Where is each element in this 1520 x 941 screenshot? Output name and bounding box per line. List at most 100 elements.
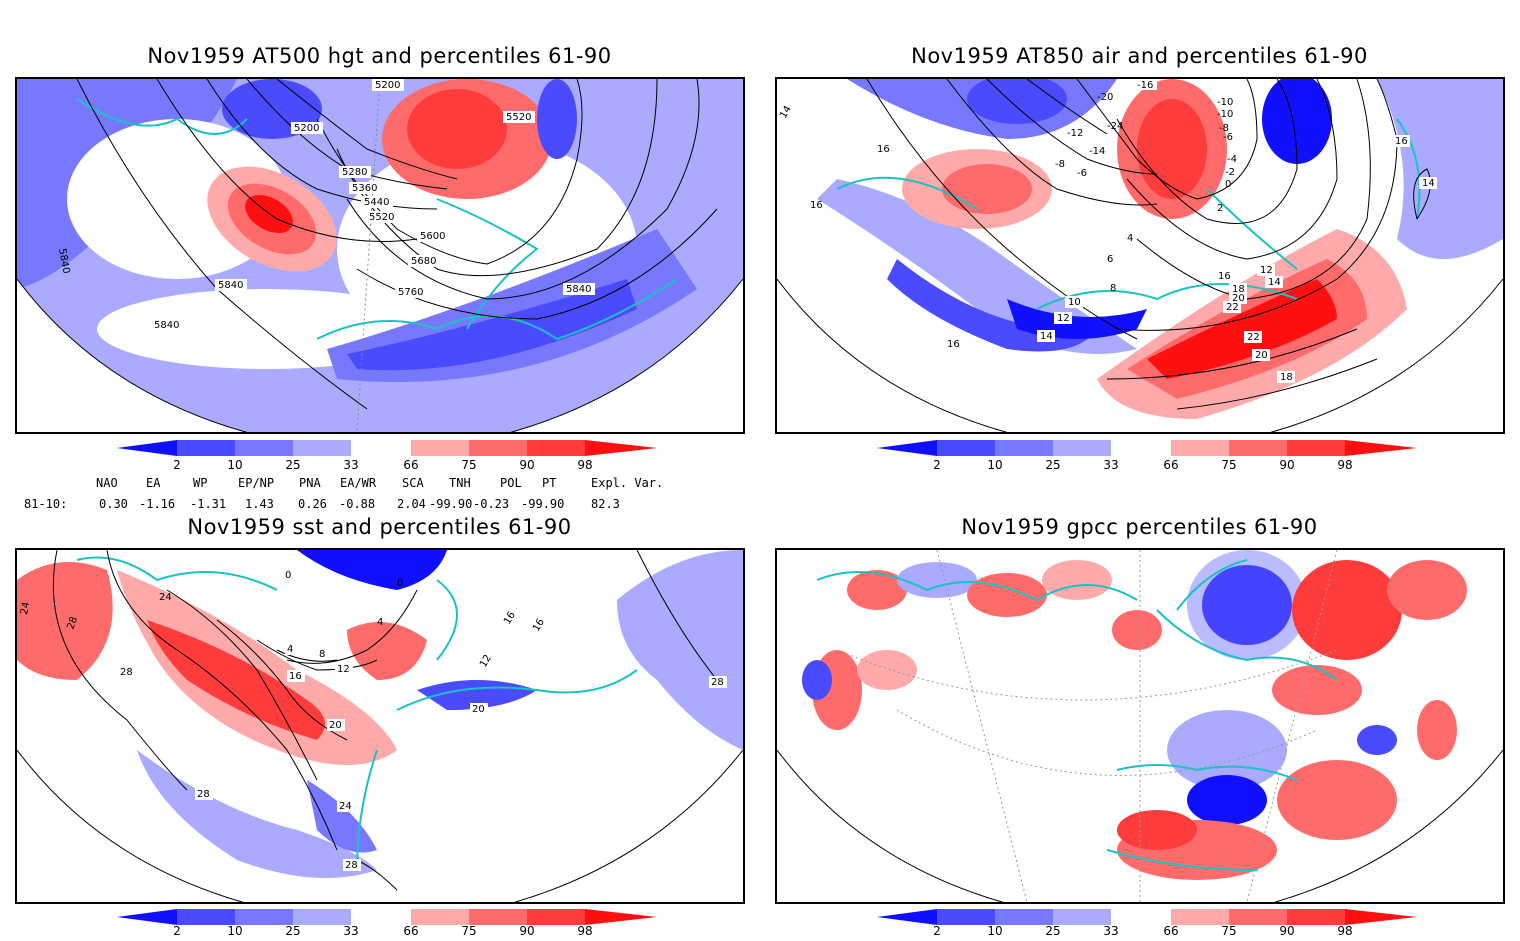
colorbar-tick: 98 xyxy=(577,458,593,472)
contour-label: 28 xyxy=(120,667,133,678)
colorbar-tick: 90 xyxy=(1279,458,1295,472)
below-normal-area xyxy=(817,179,1137,354)
contour-label: 5520 xyxy=(369,212,394,223)
contour-label: 28 xyxy=(345,860,358,871)
tele-value: -1.31 xyxy=(190,497,227,511)
tele-value: -0.88 xyxy=(339,497,376,511)
colorbar-tick: 25 xyxy=(285,924,301,938)
colorbar-tick: 66 xyxy=(1163,458,1179,472)
colorbar-tick: 25 xyxy=(1045,458,1061,472)
contour-labels: 5200 5200 5520 5280 5360 5440 5520 5600 … xyxy=(56,79,595,331)
contour-label: 8 xyxy=(1110,283,1116,294)
contour-label: -12 xyxy=(1067,128,1083,139)
contour-label: 20 xyxy=(1255,350,1268,361)
tele-header: TNH xyxy=(449,476,471,490)
map-gpcc xyxy=(775,548,1505,904)
colorbar-hgt: 2 10 25 33 66 75 90 98 xyxy=(117,440,657,472)
contour-labels: -16 -20 -24 -12 -10 -14 -8 -6 -10 -8 -6 … xyxy=(778,79,1437,383)
hemisphere-edge xyxy=(17,749,743,902)
colorbar-tick: 75 xyxy=(1221,924,1237,938)
colorbar-tick: 66 xyxy=(1163,924,1179,938)
colorbar-sst: 2 10 25 33 66 75 90 98 xyxy=(117,909,657,941)
contour-label: 24 xyxy=(339,801,352,812)
contour-label: 14 xyxy=(1040,331,1053,342)
contour-label: 0 xyxy=(1225,179,1231,190)
above-normal-area xyxy=(942,164,1032,214)
contour-label: 5760 xyxy=(398,287,423,298)
tele-header: PT xyxy=(542,476,557,490)
contour-label: -24 xyxy=(1107,121,1123,132)
map-air: -16 -20 -24 -12 -10 -14 -8 -6 -10 -8 -6 … xyxy=(775,77,1505,434)
map-sst-plot: 24 28 24 28 0 0 4 4 8 12 16 20 24 28 28 … xyxy=(17,550,743,902)
contour-label: 4 xyxy=(287,644,293,655)
contour-label: -16 xyxy=(1137,80,1153,91)
below-normal-area xyxy=(297,550,447,590)
contour-label: -8 xyxy=(1219,123,1229,134)
contour-label: 16 xyxy=(947,339,960,350)
contour-label: 16 xyxy=(289,671,302,682)
below-normal-area xyxy=(1377,79,1503,259)
tele-value: -99.90 xyxy=(521,497,565,511)
above-normal-area xyxy=(407,89,507,169)
map-hgt-plot: 5200 5200 5520 5280 5360 5440 5520 5600 … xyxy=(17,79,743,432)
contour-label: 20 xyxy=(1232,293,1245,304)
colorbar-tick: 33 xyxy=(1103,924,1119,938)
contour-label: 20 xyxy=(472,704,485,715)
contour-label: 10 xyxy=(1068,297,1081,308)
contour-label: 5200 xyxy=(294,123,319,134)
contour-label: 5840 xyxy=(566,284,591,295)
contour-label: 28 xyxy=(65,615,80,631)
colorbar-tick: 98 xyxy=(577,924,593,938)
colorbar-tick: 90 xyxy=(1279,924,1295,938)
contour-label: 8 xyxy=(319,649,325,660)
contour-label: -6 xyxy=(1223,132,1233,143)
colorbar-tick: 2 xyxy=(173,458,181,472)
above-normal-area xyxy=(117,570,397,765)
below-normal-area xyxy=(1007,299,1147,339)
contour-label: -10 xyxy=(1217,109,1233,120)
sst-contours xyxy=(52,550,718,891)
coastline xyxy=(816,559,1338,871)
colorbar-gpcc: 2 10 25 33 66 75 90 98 xyxy=(877,909,1417,941)
contour-label: 28 xyxy=(197,789,210,800)
graticule xyxy=(836,550,1338,902)
contour-label: 5200 xyxy=(375,80,400,91)
contour-label: 24 xyxy=(159,592,172,603)
colorbar-strip xyxy=(877,909,1417,925)
contour-label: -4 xyxy=(1227,154,1237,165)
map-air-plot: -16 -20 -24 -12 -10 -14 -8 -6 -10 -8 -6 … xyxy=(777,79,1503,432)
contour-label: 12 xyxy=(337,664,350,675)
tele-header: EA xyxy=(146,476,161,490)
panel-title-hgt: Nov1959 AT500 hgt and percentiles 61-90 xyxy=(147,44,612,68)
tele-header: EA/WR xyxy=(340,476,377,490)
contour-label: 18 xyxy=(1280,372,1293,383)
colorbar-tick: 75 xyxy=(461,924,477,938)
tele-value: 0.26 xyxy=(298,497,327,511)
colorbar-tick: 10 xyxy=(227,924,243,938)
colorbar-tick: 90 xyxy=(519,924,535,938)
coastline xyxy=(836,118,1421,310)
contour-label: 5680 xyxy=(411,256,436,267)
contour-label: 12 xyxy=(1260,265,1273,276)
above-normal-area xyxy=(347,622,427,680)
contour-label: 16 xyxy=(810,200,823,211)
above-normal-area xyxy=(1137,99,1207,199)
contour-label: -14 xyxy=(1089,146,1105,157)
contour-label: 14 xyxy=(1268,277,1281,288)
colorbar-tick: 33 xyxy=(343,924,359,938)
contour-label: -6 xyxy=(1077,168,1087,179)
colorbar-tick: 2 xyxy=(933,924,941,938)
colorbar-tick: 75 xyxy=(1221,458,1237,472)
tele-value: -1.16 xyxy=(139,497,176,511)
colorbar-tick: 10 xyxy=(227,458,243,472)
below-normal-area xyxy=(1262,79,1332,164)
temperature-contours xyxy=(866,79,1431,410)
tele-header: NAO xyxy=(96,476,118,490)
contour-label: 5600 xyxy=(420,231,445,242)
panel-title-sst: Nov1959 sst and percentiles 61-90 xyxy=(187,515,572,539)
tele-header: SCA xyxy=(402,476,424,490)
above-normal-area xyxy=(17,562,113,680)
above-normal-area xyxy=(1147,279,1337,379)
contour-label: -2 xyxy=(1225,167,1235,178)
below-normal-area xyxy=(967,79,1067,124)
